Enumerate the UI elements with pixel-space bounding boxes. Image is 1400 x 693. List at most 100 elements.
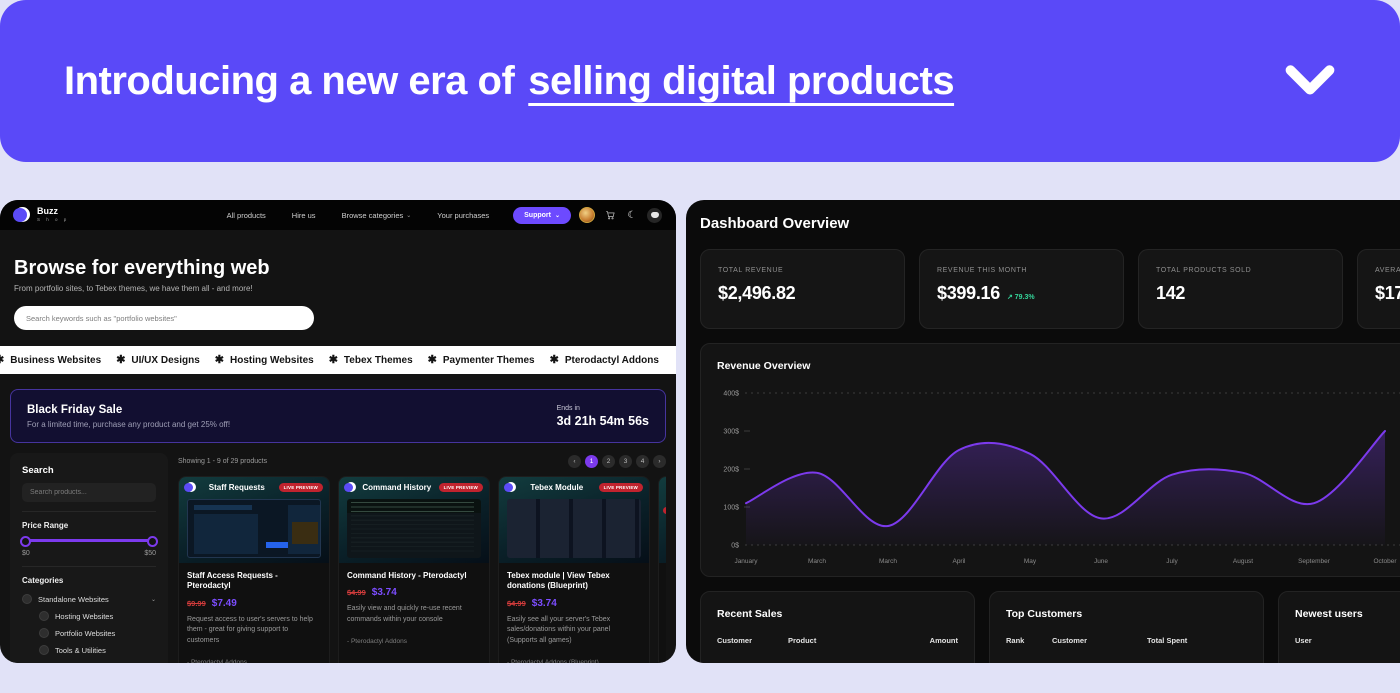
asterisk-icon: ✱ (549, 353, 559, 366)
asterisk-icon: ✱ (214, 353, 224, 366)
slider-handle-min[interactable] (20, 536, 31, 547)
prev-page-button[interactable]: ‹ (568, 454, 581, 468)
sidebar-subcategory[interactable]: Tools & Utilities (39, 645, 156, 655)
support-button[interactable]: Support ⌄ (513, 206, 571, 224)
live-preview-badge[interactable]: LIVE PREVIEW (438, 482, 483, 492)
slider-handle-max[interactable] (147, 536, 158, 547)
sale-title: Black Friday Sale (27, 403, 123, 416)
stat-card: REVENUE THIS MONTH $399.16 ↗ 79.3% (919, 249, 1124, 329)
category-pill[interactable]: ✱ Business Websites (0, 354, 101, 366)
sale-left: Black Friday Sale For a limited time, pu… (27, 404, 230, 429)
page-button[interactable]: 3 (619, 454, 632, 468)
live-preview-badge[interactable]: LIVE PREVIEW (598, 482, 643, 492)
search-input[interactable] (14, 306, 314, 330)
shop-logo-icon[interactable] (13, 207, 30, 223)
price-range-label: Price Range (22, 521, 69, 530)
stat-value-row: $2,496.82 (718, 283, 887, 304)
product-category: - Pterodactyl Addons (347, 638, 407, 646)
results-header: Showing 1 - 9 of 29 products ‹ 1 2 3 4 › (178, 453, 666, 469)
product-category: - Pterodactyl Addons (187, 659, 247, 663)
product-preview-image: Staff Requests LIVE PREVIEW (179, 477, 329, 563)
stat-label: TOTAL PRODUCTS SOLD (1156, 267, 1252, 274)
table-card: Top Customers Rank Customer Total Spent (989, 591, 1264, 663)
svg-text:August: August (1233, 558, 1253, 565)
stat-label: REVENUE THIS MONTH (937, 267, 1028, 274)
moon-glyph: ☾ (627, 209, 637, 221)
product-card[interactable]: Tebex Module LIVE PREVIEW Tebex module |… (498, 476, 650, 663)
discord-glyph (650, 212, 659, 218)
column-header: Product (788, 636, 817, 645)
table-title: Recent Sales (717, 608, 783, 620)
sidebar-subcategory[interactable]: Portfolio Websites (39, 628, 156, 638)
shop-logo-icon (504, 482, 516, 492)
product-price: $3.74 (371, 587, 397, 599)
product-old-price: $4.99 (347, 588, 366, 598)
checkbox-circle-icon[interactable] (39, 628, 49, 638)
stat-value: 142 (1156, 283, 1186, 303)
sidebar-search-input[interactable] (22, 483, 156, 502)
product-price: $3.74 (531, 597, 557, 609)
product-price: $7.49 (211, 597, 237, 609)
sidebar-category[interactable]: Standalone Websites ⌄ (22, 594, 156, 604)
asterisk-icon: ✱ (328, 353, 338, 366)
category-pill[interactable]: ✱ Tebex Themes (328, 353, 413, 366)
product-card[interactable]: Command History LIVE PREVIEW Command His… (338, 476, 490, 663)
discord-icon[interactable] (647, 207, 662, 223)
column-header: Total Spent (1147, 636, 1188, 645)
nav-link[interactable]: Hire us (292, 211, 316, 220)
nav-link[interactable]: Your purchases (437, 211, 489, 220)
sidebar-subcategory-label: Hosting Websites (55, 611, 114, 621)
nav-link[interactable]: All products (227, 211, 266, 220)
sidebar-subcategory[interactable]: Hosting Websites (39, 611, 156, 621)
checkbox-circle-icon[interactable] (22, 594, 32, 604)
dark-mode-moon-icon[interactable]: ☾ (625, 208, 639, 222)
category-pill[interactable]: ✱ Hosting Websites (214, 353, 314, 366)
category-pill[interactable]: ✱ Pterodactyl Addons (549, 353, 659, 366)
stat-value: $2,496.82 (718, 283, 796, 303)
product-prices: $9.99 $7.49 (187, 598, 321, 609)
user-avatar[interactable] (579, 207, 595, 223)
product-screenshot (347, 499, 481, 558)
asterisk-icon: ✱ (116, 353, 126, 366)
nav-link-label: Browse categories (341, 210, 404, 220)
product-description: Request access to user's servers to help… (187, 615, 313, 644)
svg-text:0$: 0$ (731, 543, 739, 550)
divider (22, 566, 156, 567)
svg-text:October: October (1373, 558, 1397, 565)
black-friday-banner[interactable]: Black Friday Sale For a limited time, pu… (10, 389, 666, 443)
page-button[interactable]: 4 (636, 454, 649, 468)
category-pill-label: UI/UX Designs (131, 354, 200, 366)
product-card-clipped[interactable] (658, 476, 666, 663)
sale-ends-label: Ends in (556, 404, 580, 412)
live-preview-badge[interactable]: LIVE PREVIEW (278, 482, 323, 492)
checkbox-circle-icon[interactable] (39, 611, 49, 621)
product-card-body: Tebex module | View Tebex donations (Blu… (499, 563, 649, 663)
chart-title: Revenue Overview (717, 360, 811, 372)
filters-sidebar: Search Price Range $0 $50 Categories Sta… (10, 453, 168, 663)
chevron-down-icon[interactable] (1284, 64, 1336, 98)
product-prices: $4.99 $3.74 (507, 598, 641, 609)
checkbox-circle-icon[interactable] (39, 645, 49, 655)
page-button[interactable]: 1 (585, 454, 598, 468)
banner-text-underlined[interactable]: selling digital products (528, 58, 955, 103)
svg-text:July: July (1166, 558, 1178, 565)
price-range-slider[interactable] (20, 536, 158, 547)
nav-link[interactable]: Browse categories ⌄ (342, 211, 412, 220)
category-pill-label: Hosting Websites (229, 354, 314, 366)
nav-link-label: Hire us (291, 210, 316, 220)
product-preview-image: Command History LIVE PREVIEW (339, 477, 489, 563)
chevron-down-icon[interactable]: ⌄ (150, 596, 156, 603)
category-pill[interactable]: ✱ UI/UX Designs (116, 353, 200, 366)
cart-icon[interactable] (603, 208, 617, 222)
price-min: $0 (22, 550, 30, 557)
page-button[interactable]: 2 (602, 454, 615, 468)
product-screenshot (187, 499, 321, 558)
brand[interactable]: Buzz S h o p (37, 207, 69, 223)
product-card[interactable]: Staff Requests LIVE PREVIEW Staff Access… (178, 476, 330, 663)
page-subtitle: From portfolio sites, to Tebex themes, w… (14, 284, 253, 293)
product-old-price: $4.99 (507, 598, 526, 608)
category-pill[interactable]: ✱ Paymenter Themes (428, 354, 535, 366)
svg-text:400$: 400$ (723, 391, 739, 398)
column-header: Customer (1052, 636, 1088, 645)
next-page-button[interactable]: › (653, 454, 666, 468)
